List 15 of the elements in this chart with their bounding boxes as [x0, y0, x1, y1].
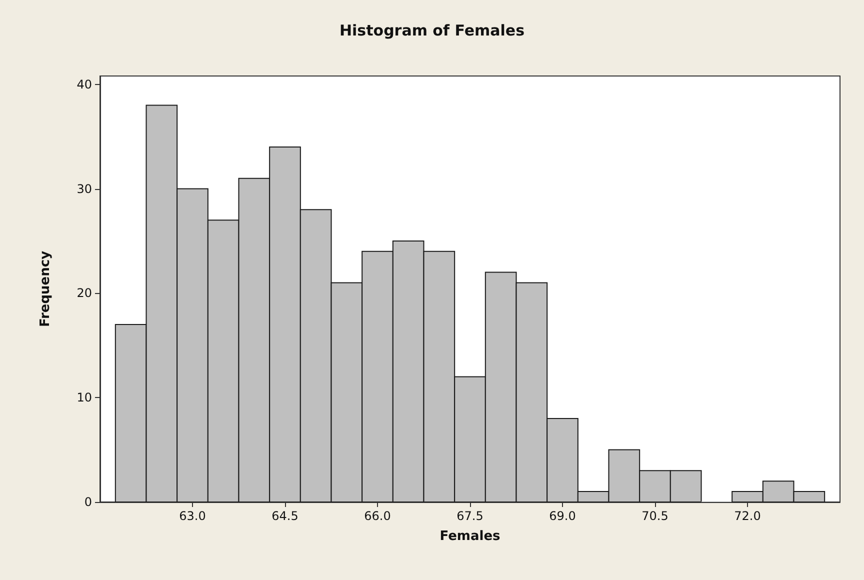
- x-axis-title: Females: [440, 529, 501, 544]
- y-tick-label: 30: [76, 182, 92, 196]
- y-tick-label: 40: [76, 77, 92, 92]
- x-tick-label: 69.0: [549, 509, 576, 523]
- y-tick-label: 20: [76, 286, 92, 300]
- x-tick-label: 70.5: [642, 509, 668, 523]
- y-tick-label: 10: [76, 390, 92, 405]
- y-tick-label: 0: [84, 495, 92, 509]
- x-tick-label: 66.0: [364, 509, 391, 523]
- chart-title: Histogram of Females: [339, 22, 525, 40]
- x-tick-label: 64.5: [272, 509, 298, 523]
- x-tick-label: 63.0: [179, 509, 206, 523]
- y-axis-title: Frequency: [38, 250, 53, 328]
- x-tick-label: 72.0: [734, 509, 761, 523]
- x-tick-label: 67.5: [456, 509, 484, 523]
